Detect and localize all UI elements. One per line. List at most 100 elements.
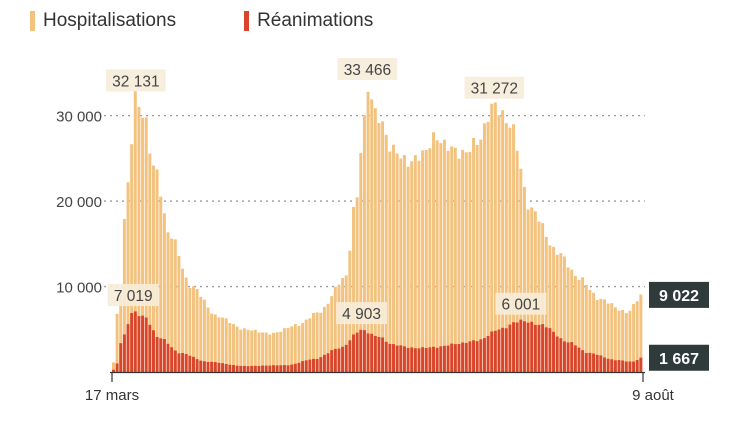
hospitalisation-bar (486, 121, 490, 372)
hospitalisation-bar (526, 209, 530, 372)
hospitalisation-bar (439, 143, 443, 372)
hospitalisation-bar (512, 124, 516, 372)
y-tick-label: 30 000 (56, 109, 102, 126)
hospitalisation-bar (530, 207, 534, 372)
hospitalisation-bar (413, 155, 417, 372)
hospitalisation-bar (435, 140, 439, 372)
reanimation-bar (250, 365, 254, 372)
hospitalisation-bar (319, 312, 323, 372)
reanimation-bar (442, 345, 446, 372)
peak-label: 31 272 (471, 81, 518, 98)
reanimation-bar (599, 355, 603, 372)
hospitalisation-bar (195, 288, 199, 372)
hospitalisation-bar (221, 317, 225, 372)
hospitalisation-bar (377, 122, 381, 372)
end-label: 9 022 (659, 288, 699, 305)
reanimation-bar (453, 344, 457, 372)
reanimation-bar (246, 366, 250, 372)
reanimation-bar (504, 328, 508, 372)
hospitalisation-bar (290, 326, 294, 372)
reanimation-bar (322, 354, 326, 372)
hospitalisation-bar (173, 239, 177, 372)
reanimation-bar (177, 353, 181, 372)
reanimation-bar (406, 347, 410, 372)
legend-item-reanimations: Réanimations (244, 10, 373, 32)
reanimation-bar (221, 363, 225, 372)
reanimation-bar (519, 319, 523, 372)
reanimation-bar (621, 360, 625, 372)
reanimation-bar (210, 361, 214, 372)
hospitalisation-bar (381, 121, 385, 372)
reanimation-bar (573, 345, 577, 372)
reanimation-bar (148, 324, 152, 372)
reanimation-bar (224, 363, 228, 372)
hospitalisation-bar (130, 144, 134, 372)
hospitalisation-bar (162, 213, 166, 372)
reanimation-bar (152, 330, 155, 372)
reanimation-bar (326, 353, 330, 372)
reanimation-bar (486, 335, 490, 372)
hospitalisation-bar (337, 284, 341, 372)
hospitalisation-bar (497, 115, 501, 373)
hospitalisation-bar (257, 332, 261, 372)
reanimation-bar (119, 343, 123, 372)
hospitalisation-bar (148, 153, 152, 372)
hospitalisation-bar (573, 276, 577, 372)
hospitalisation-bar (548, 245, 552, 372)
hospitalisation-bar (177, 255, 181, 372)
reanimation-bar (188, 355, 192, 372)
reanimation-bar (446, 345, 450, 372)
reanimation-bar (282, 365, 286, 372)
hospitalisation-bar (406, 166, 410, 372)
reanimation-bar (239, 365, 243, 372)
reanimation-bar (413, 348, 417, 372)
reanimation-bar (402, 346, 406, 372)
hospitalisation-bar (479, 139, 483, 372)
hospitalisation-bar (453, 147, 457, 372)
reanimation-bar (308, 359, 312, 372)
reanimation-bar (592, 353, 596, 372)
reanimation-bar (388, 343, 392, 372)
hospitalisation-bar (137, 106, 141, 373)
reanimation-bar (355, 332, 359, 372)
hospitalisation-bar (446, 150, 450, 372)
hospitalisation-bar (188, 287, 192, 372)
reanimation-bar (595, 354, 599, 372)
hospitalisation-bar (359, 152, 363, 372)
reanimation-bar (173, 350, 177, 372)
hospitalisation-bar (475, 144, 479, 372)
hospitalisation-bar (493, 102, 497, 372)
reanimation-bar (552, 331, 556, 372)
reanimation-bar (315, 358, 319, 372)
reanimation-bar (122, 334, 126, 372)
hospitalisation-bar (464, 152, 468, 372)
reanimation-bar (468, 341, 472, 372)
hospitalisation-bar (326, 303, 330, 372)
hospitalisation-bar (592, 292, 596, 372)
hospitalisation-bar (388, 151, 392, 372)
reanimation-bar (544, 327, 548, 372)
reanimation-bar (228, 364, 232, 372)
reanimation-bar (610, 359, 614, 372)
legend-swatch-reanimations (244, 11, 250, 31)
reanimation-bar (112, 369, 115, 372)
legend-swatch-hospitalisations (30, 11, 35, 31)
reanimation-bar (301, 361, 305, 372)
reanimation-bar (392, 344, 395, 372)
reanimation-bar (577, 347, 581, 372)
reanimation-bar (472, 340, 475, 372)
reanimation-bar (428, 347, 432, 372)
reanimation-bar (606, 358, 610, 372)
reanimation-bar (395, 345, 399, 372)
hospitalisation-bar (133, 91, 137, 373)
reanimation-bar (439, 346, 443, 372)
hospitalisation-bar (242, 328, 246, 372)
reanimation-bar (450, 343, 454, 372)
hospitalisation-bar (206, 307, 210, 372)
reanimation-bar (141, 315, 145, 372)
reanimation-bar (475, 341, 479, 372)
hospitalisation-bar (264, 332, 268, 372)
hospitalisation-bar (490, 103, 494, 373)
reanimation-bar (333, 348, 337, 372)
reanimation-bar (199, 360, 203, 372)
